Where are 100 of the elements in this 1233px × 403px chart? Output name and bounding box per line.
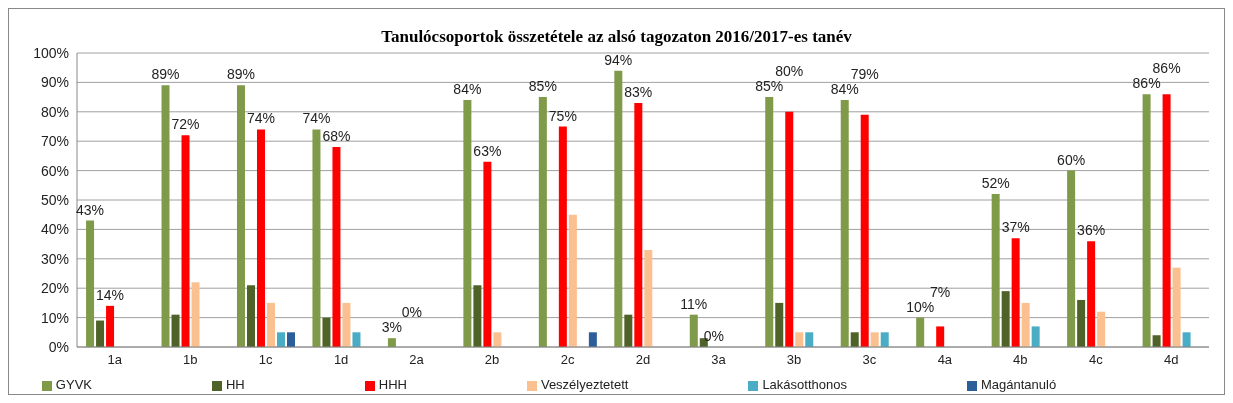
data-label: 86%	[1132, 75, 1161, 92]
bar	[1162, 94, 1171, 347]
y-tick-label: 80%	[40, 103, 69, 120]
legend-label: Magántanuló	[980, 377, 1057, 392]
y-tick-label: 50%	[40, 191, 69, 208]
x-tick-label: 2c	[560, 352, 575, 368]
bar	[1031, 326, 1040, 347]
bar	[191, 282, 200, 347]
data-label: 14%	[96, 286, 125, 303]
bar	[936, 326, 945, 347]
data-label: 52%	[981, 175, 1010, 192]
bar	[880, 332, 889, 347]
data-label: 89%	[151, 66, 180, 83]
bar	[1067, 170, 1076, 347]
chart-title: Tanulócsoportok összetétele az alsó tagozaton 2016/2017-es tanév	[381, 27, 852, 46]
bar	[850, 332, 859, 347]
bar	[256, 129, 265, 347]
legend-label: HHH	[378, 377, 407, 392]
bar	[614, 70, 623, 347]
x-tick-label: 4d	[1164, 352, 1179, 368]
x-tick-label: 4b	[1013, 352, 1028, 368]
data-label: 89%	[226, 66, 255, 83]
bar	[538, 97, 547, 347]
bar	[322, 317, 331, 347]
data-label: 85%	[755, 78, 784, 95]
data-label: 72%	[171, 116, 200, 133]
bar	[236, 85, 245, 347]
bar	[689, 314, 698, 347]
bar	[916, 317, 925, 347]
data-label: 0%	[703, 328, 724, 344]
bar	[624, 314, 633, 347]
y-tick-label: 10%	[40, 309, 69, 326]
bar	[246, 285, 255, 347]
y-tick-label: 0%	[48, 338, 69, 355]
data-label: 94%	[604, 51, 633, 68]
data-label: 7%	[930, 283, 951, 300]
bar	[1172, 267, 1181, 347]
y-tick-label: 90%	[40, 74, 69, 91]
bar	[463, 100, 472, 347]
bar	[805, 332, 814, 347]
data-label: 11%	[680, 295, 708, 312]
data-label: 43%	[76, 201, 105, 218]
bar	[483, 161, 492, 347]
y-tick-label: 30%	[40, 250, 69, 267]
bar	[775, 302, 784, 347]
y-tick-label: 40%	[40, 221, 69, 238]
bar	[352, 332, 361, 347]
x-tick-label: 1c	[258, 352, 274, 368]
data-label: 10%	[906, 298, 935, 315]
x-tick-label: 2d	[635, 352, 651, 368]
bar	[1001, 291, 1010, 347]
bar	[276, 332, 285, 347]
bar	[312, 129, 321, 347]
data-label: 84%	[453, 81, 482, 98]
bar	[171, 314, 180, 347]
data-label: 74%	[246, 110, 275, 127]
x-tick-label: 1a	[107, 352, 123, 368]
bar	[1011, 238, 1020, 347]
data-label: 85%	[528, 78, 557, 95]
x-tick-label: 3a	[711, 352, 727, 368]
data-label: 60%	[1057, 151, 1086, 168]
x-tick-label: 4c	[1088, 352, 1104, 368]
y-tick-label: 70%	[40, 133, 69, 150]
bar	[286, 332, 295, 347]
legend-label: Veszélyeztetett	[540, 377, 629, 392]
bar	[342, 302, 351, 347]
data-label: 63%	[473, 142, 502, 159]
bar	[860, 114, 869, 347]
y-tick-label: 20%	[40, 280, 69, 297]
legend-label: GYVK	[55, 377, 92, 392]
x-tick-label: 4a	[937, 352, 953, 368]
data-label: 75%	[548, 107, 577, 124]
bar	[1097, 311, 1106, 347]
bar	[1021, 302, 1030, 347]
x-tick-label: 1b	[182, 352, 198, 368]
bar	[785, 111, 794, 347]
bar	[161, 85, 170, 347]
data-label: 83%	[624, 83, 653, 100]
bar	[86, 220, 95, 347]
bar	[493, 332, 502, 347]
y-tick-label: 100%	[33, 44, 69, 61]
data-label: 86%	[1152, 60, 1181, 77]
bar	[644, 249, 653, 347]
bar	[1077, 299, 1086, 347]
bar	[568, 214, 577, 347]
bar	[840, 100, 849, 347]
data-label: 36%	[1077, 222, 1106, 239]
bar	[1087, 241, 1096, 347]
bar	[96, 320, 105, 347]
x-tick-label: 2a	[409, 352, 425, 368]
x-tick-label: 2b	[484, 352, 500, 368]
bar	[588, 332, 597, 347]
bar	[387, 338, 396, 347]
bar	[181, 135, 190, 347]
bar	[1152, 335, 1161, 347]
bar	[106, 305, 115, 347]
bar	[765, 97, 774, 347]
bar	[1142, 94, 1151, 347]
data-label: 0%	[401, 304, 423, 321]
bar	[266, 302, 275, 347]
